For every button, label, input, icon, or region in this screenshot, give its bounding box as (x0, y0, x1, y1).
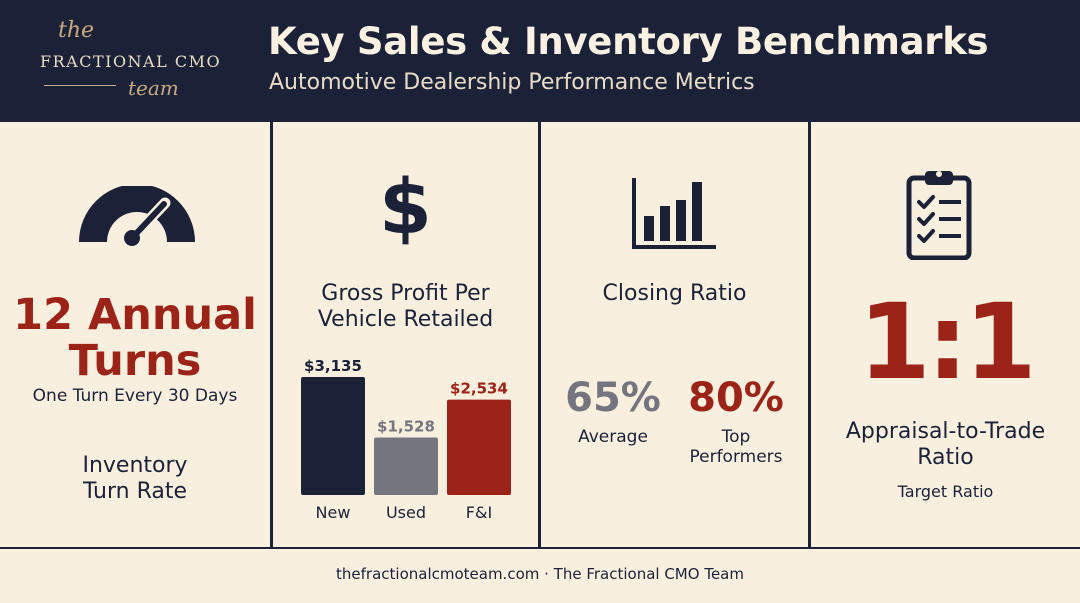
bar-new (301, 377, 365, 495)
bar-category-label: New (316, 503, 351, 522)
bar-category-label: F&I (466, 503, 492, 522)
page-subtitle: Automotive Dealership Performance Metric… (269, 70, 755, 95)
turns-value-line1: 12 Annual (13, 290, 257, 340)
bar-value-label: $3,135 (304, 357, 362, 375)
footer-divider (0, 547, 1080, 549)
turns-value-line2: Turns (68, 336, 202, 386)
bar-f-i (447, 399, 511, 495)
brand-logo: the FRACTIONAL CMO team (28, 14, 228, 110)
speedometer-icon (79, 186, 195, 246)
appraisal-label-line2: Ratio (917, 445, 974, 470)
footer-text: thefractionalcmoteam.com · The Fractiona… (336, 565, 744, 583)
header-banner: the FRACTIONAL CMO team Key Sales & Inve… (0, 0, 1080, 122)
panel-divider-1 (270, 122, 273, 548)
logo-rule (44, 85, 116, 86)
logo-main-text: FRACTIONAL CMO (40, 52, 222, 71)
logo-the-text: the (58, 18, 95, 43)
panel-divider-2 (538, 122, 541, 548)
clipboard-checklist-icon (906, 171, 972, 260)
appraisal-ratio-value: 1:1 (858, 281, 1036, 403)
closing-ratio-label: Closing Ratio (602, 281, 747, 306)
closing-top-value: 80% (688, 375, 784, 421)
logo-team-text: team (128, 76, 179, 100)
page-title: Key Sales & Inventory Benchmarks (268, 20, 989, 63)
bar-used (374, 437, 438, 495)
panel-divider-3 (808, 122, 811, 548)
turns-note: One Turn Every 30 Days (32, 386, 238, 406)
bar-chart-icon (632, 178, 716, 249)
closing-average-value: 65% (565, 375, 661, 421)
closing-average-label: Average (578, 427, 648, 447)
turns-label-line2: Turn Rate (82, 479, 188, 504)
bar-value-label: $1,528 (377, 417, 435, 435)
appraisal-note: Target Ratio (897, 482, 994, 501)
closing-top-label-line1: Top (721, 427, 751, 447)
gross-profit-bar-chart: $3,135 New $1,528 Used $2,534 F&I (301, 357, 511, 522)
gross-profit-label-line1: Gross Profit Per (321, 281, 490, 306)
dollar-sign-icon: $ (379, 162, 432, 251)
appraisal-label-line1: Appraisal-to-Trade (845, 419, 1046, 444)
closing-top-label-line2: Performers (689, 447, 783, 467)
turns-label-line1: Inventory (82, 453, 188, 478)
bar-category-label: Used (386, 503, 426, 522)
gross-profit-label-line2: Vehicle Retailed (317, 307, 494, 332)
bar-value-label: $2,534 (450, 380, 508, 398)
